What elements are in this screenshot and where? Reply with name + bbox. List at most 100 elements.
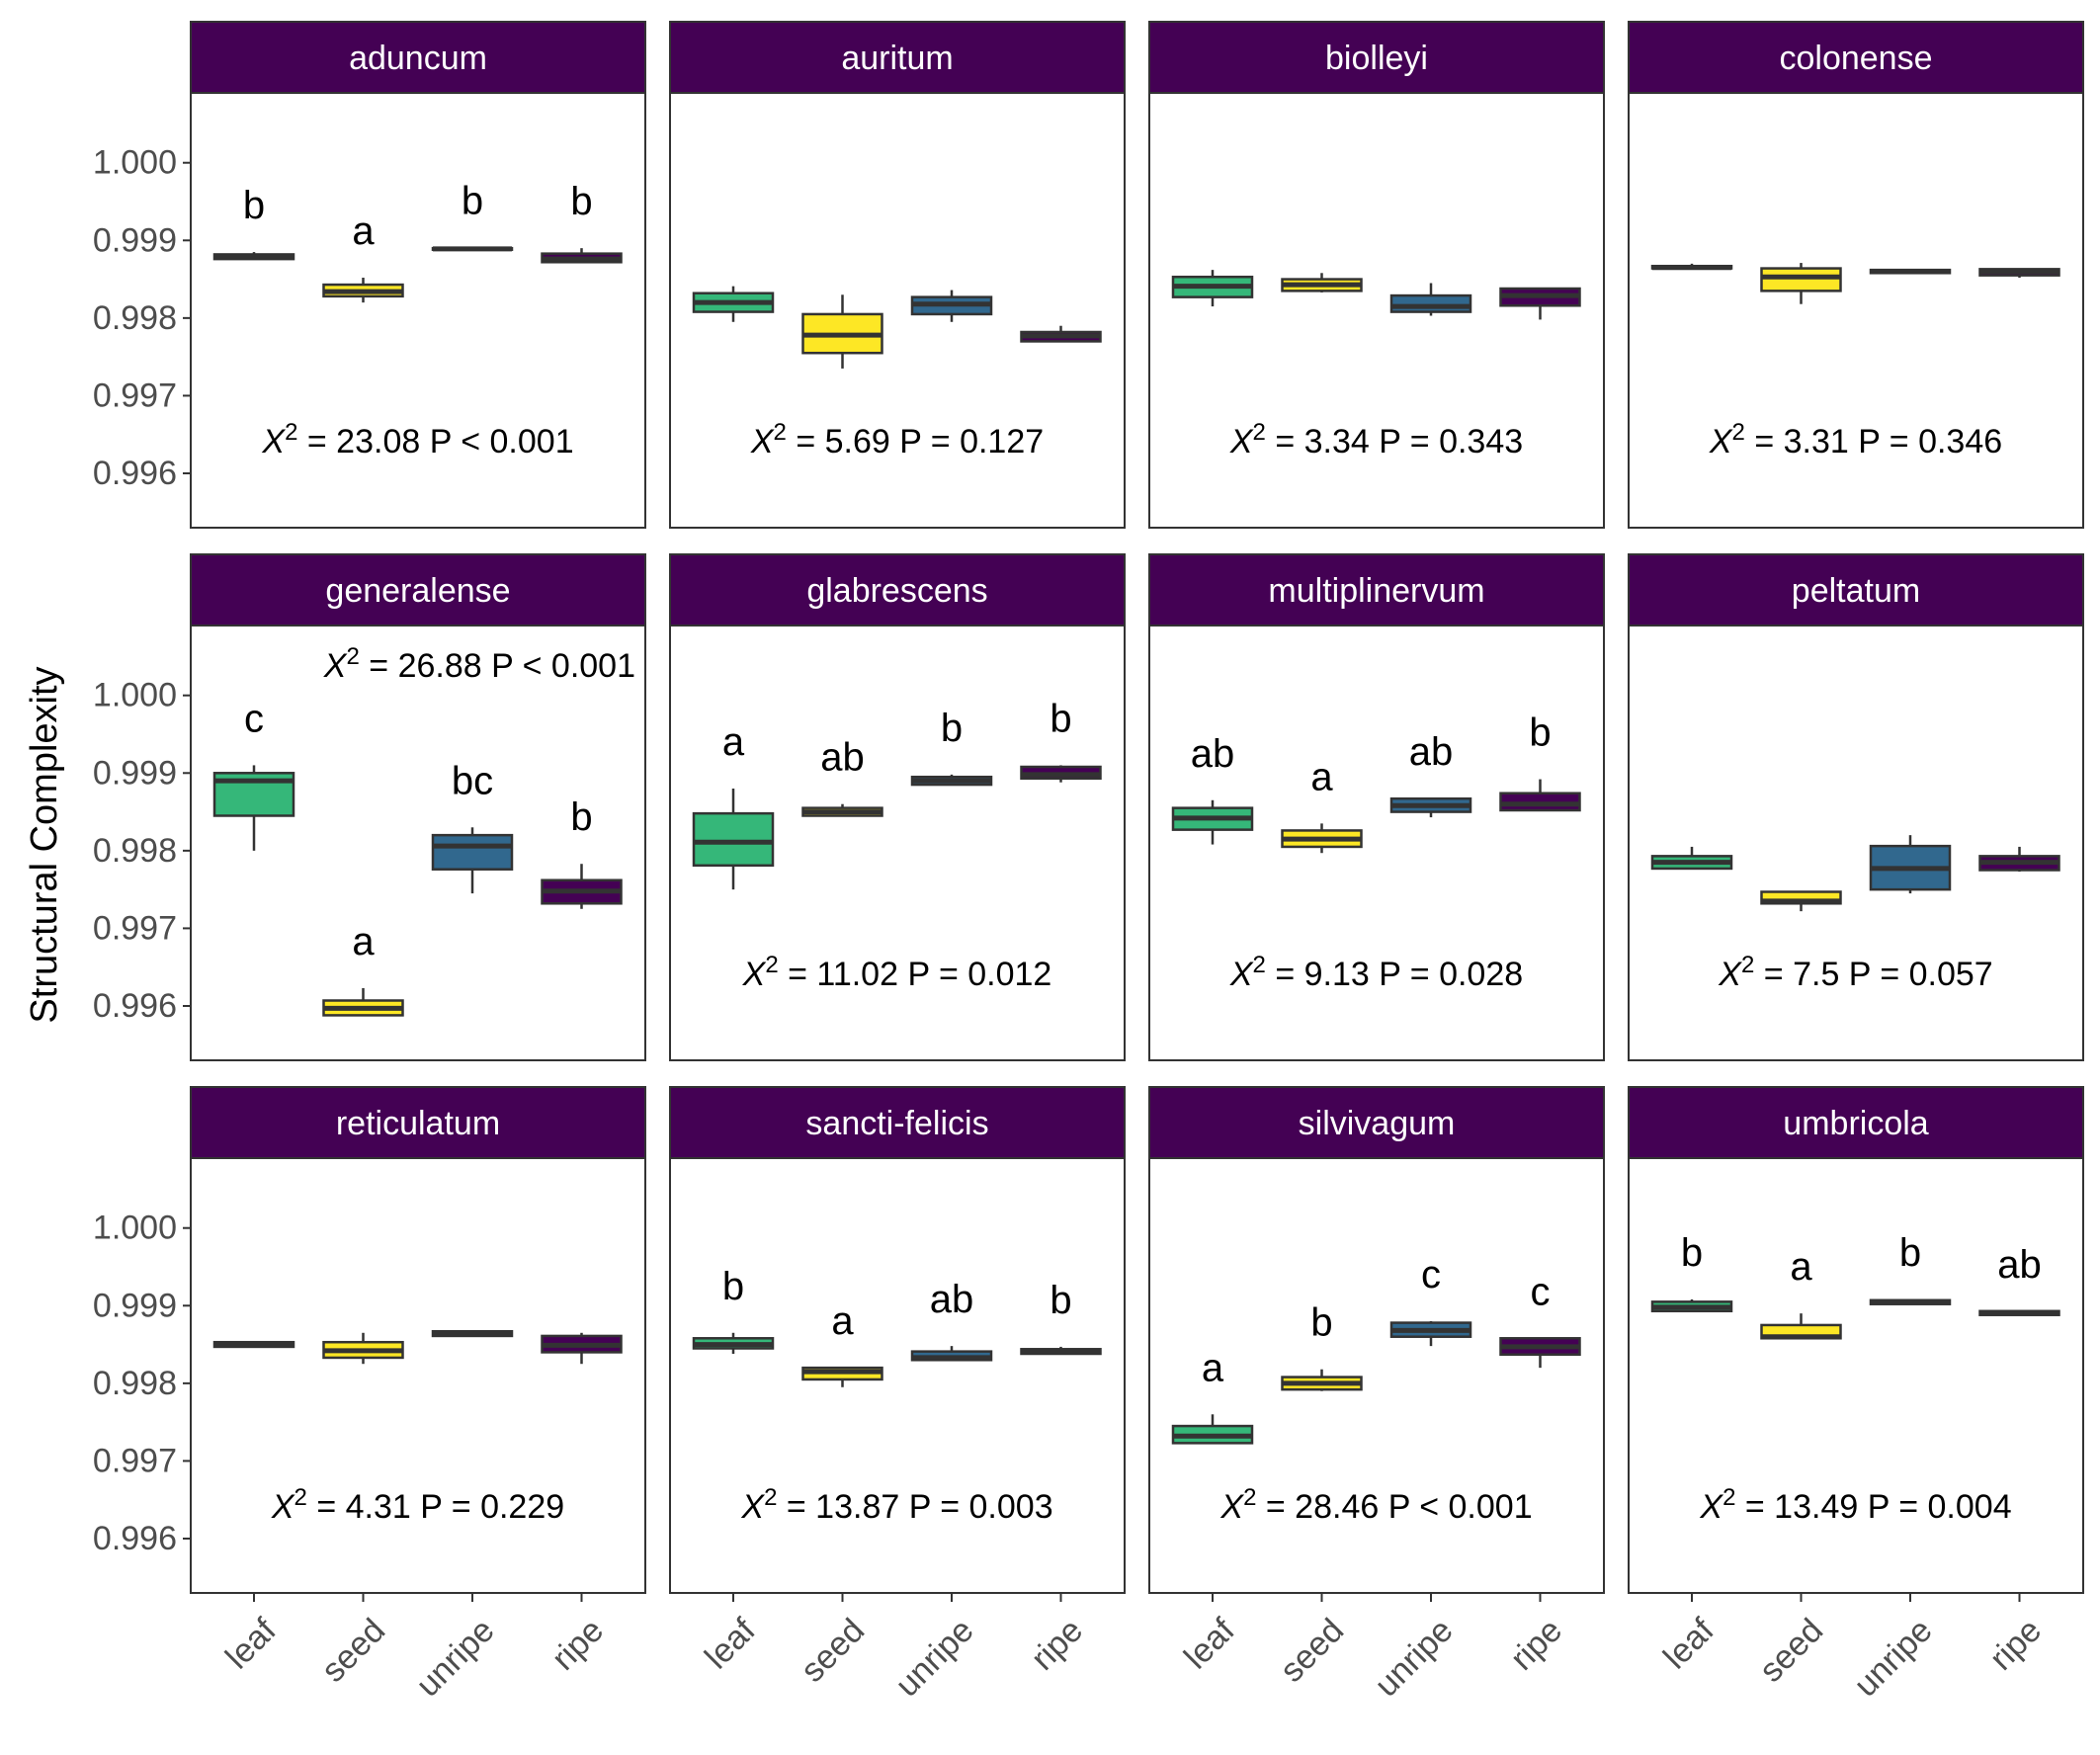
y-tick-label: 1.000 bbox=[93, 1210, 177, 1247]
significance-letter: b bbox=[1050, 697, 1071, 740]
x-tick-label: leaf bbox=[1177, 1611, 1242, 1676]
significance-letter: a bbox=[352, 209, 375, 253]
x-tick-label: seed bbox=[314, 1612, 392, 1690]
significance-letter: ab bbox=[930, 1278, 974, 1321]
panel-auritum: auritum X2 = 5.69 P = 0.127 bbox=[669, 21, 1126, 529]
test-statistic-label: X2 = 5.69 P = 0.127 bbox=[750, 419, 1044, 461]
facet-strip bbox=[1148, 21, 1605, 94]
x-tick-label: unripe bbox=[409, 1612, 502, 1705]
y-tick-label: 0.999 bbox=[93, 754, 177, 792]
y-tick-label: 0.999 bbox=[93, 1287, 177, 1324]
facet-strip-label: multiplinervum bbox=[1268, 572, 1484, 610]
plot-panel bbox=[190, 92, 646, 529]
significance-letter: b bbox=[1899, 1231, 1921, 1275]
significance-letter: a bbox=[1790, 1245, 1812, 1289]
panel-aduncum: aduncum 1.000 0.999 0.998 0.997 0.996 b a b b X2 =… bbox=[93, 21, 646, 529]
y-tick-label: 0.998 bbox=[93, 1365, 177, 1402]
facet-strip bbox=[669, 553, 1126, 627]
facet-strip-label: auritum bbox=[841, 40, 953, 77]
significance-letter: ab bbox=[1409, 730, 1454, 774]
plot-panel bbox=[190, 1157, 646, 1594]
facet-strip-label: reticulatum bbox=[336, 1105, 500, 1142]
test-statistic-label: X2 = 26.88 P < 0.001 bbox=[323, 643, 635, 686]
x-tick-label: unripe bbox=[1847, 1612, 1940, 1705]
panel-glabrescens: glabrescens a ab b b X2 = 11.02 P = 0.012 bbox=[669, 553, 1126, 1061]
facet-strip bbox=[1148, 553, 1605, 627]
significance-letter: a bbox=[352, 920, 375, 963]
x-tick-label: unripe bbox=[1368, 1612, 1461, 1705]
panel-umbricola: umbricola b leaf a seed b unripe ab ripe X2 = 13.… bbox=[1628, 1086, 2084, 1705]
test-statistic-label: X2 = 11.02 P = 0.012 bbox=[742, 952, 1052, 994]
plot-panel bbox=[1148, 1157, 1605, 1594]
panel-silvivagum: silvivagum a leaf b seed c unripe c ripe X2 = 28.… bbox=[1148, 1086, 1605, 1705]
facet-strip bbox=[669, 1086, 1126, 1159]
facet-strip bbox=[190, 1086, 646, 1159]
test-statistic-label: X2 = 13.87 P = 0.003 bbox=[740, 1484, 1052, 1527]
y-tick-label: 1.000 bbox=[93, 144, 177, 182]
significance-letter: b bbox=[1050, 1279, 1071, 1322]
facet-strip-label: silvivagum bbox=[1299, 1105, 1456, 1142]
facet-strip-label: sancti-felicis bbox=[805, 1105, 988, 1142]
panel-multiplinervum: multiplinervum ab a ab b X2 = 9.13 P = 0.028 bbox=[1148, 553, 1605, 1061]
facet-strip-label: biolleyi bbox=[1325, 40, 1428, 77]
facet-strip bbox=[1628, 21, 2084, 94]
facet-strip-label: peltatum bbox=[1792, 572, 1920, 610]
test-statistic-label: X2 = 9.13 P = 0.028 bbox=[1229, 952, 1523, 994]
significance-letter: a bbox=[722, 720, 745, 764]
y-tick-label: 0.996 bbox=[93, 987, 177, 1025]
significance-letter: a bbox=[1202, 1346, 1224, 1389]
significance-letter: b bbox=[462, 179, 483, 222]
significance-letter: b bbox=[722, 1265, 744, 1308]
facet-strip-label: colonense bbox=[1779, 40, 1932, 77]
y-tick-label: 0.997 bbox=[93, 1442, 177, 1479]
significance-letter: b bbox=[1529, 711, 1551, 755]
y-axis-title: Structural Complexity bbox=[24, 666, 65, 1023]
facet-strip bbox=[190, 553, 646, 627]
test-statistic-label: X2 = 3.31 P = 0.346 bbox=[1709, 419, 2002, 461]
x-tick-label: seed bbox=[1752, 1612, 1830, 1690]
panel-biolleyi: biolleyi X2 = 3.34 P = 0.343 bbox=[1148, 21, 1605, 529]
box-unripe bbox=[431, 833, 514, 871]
y-tick-label: 0.999 bbox=[93, 221, 177, 259]
significance-letter: b bbox=[570, 180, 592, 223]
significance-letter: a bbox=[1310, 755, 1333, 798]
significance-letter: b bbox=[570, 795, 592, 839]
significance-letter: ab bbox=[1191, 732, 1235, 776]
facet-strip-label: aduncum bbox=[349, 40, 487, 77]
x-tick-label: ripe bbox=[1503, 1612, 1569, 1678]
significance-letter: c bbox=[244, 697, 264, 740]
plot-panel bbox=[1628, 1157, 2084, 1594]
x-tick-label: ripe bbox=[1982, 1612, 2049, 1678]
x-tick-label: leaf bbox=[218, 1611, 284, 1676]
plot-panel bbox=[669, 1157, 1126, 1594]
panel-sancti-felicis: sancti-felicis b leaf a seed ab unripe b ripe X2 … bbox=[669, 1086, 1126, 1704]
x-tick-label: seed bbox=[1273, 1612, 1351, 1690]
facet-strip-label: glabrescens bbox=[806, 572, 987, 610]
significance-letter: b bbox=[1681, 1231, 1703, 1275]
test-statistic-label: X2 = 23.08 P < 0.001 bbox=[261, 419, 573, 461]
test-statistic-label: X2 = 3.34 P = 0.343 bbox=[1229, 419, 1523, 461]
significance-letter: bc bbox=[452, 759, 493, 802]
significance-letter: c bbox=[1531, 1270, 1551, 1313]
y-tick-label: 1.000 bbox=[93, 677, 177, 714]
facet-strip bbox=[1148, 1086, 1605, 1159]
significance-letter: ab bbox=[1997, 1243, 2042, 1287]
panel-generalense: generalense 1.000 0.999 0.998 0.997 0.996 c a bc… bbox=[93, 553, 646, 1061]
y-tick-label: 0.998 bbox=[93, 832, 177, 870]
facet-strip bbox=[190, 21, 646, 94]
test-statistic-label: X2 = 7.5 P = 0.057 bbox=[1718, 952, 1992, 994]
panel-peltatum: peltatum X2 = 7.5 P = 0.057 bbox=[1628, 553, 2084, 1061]
panel-colonense: colonense X2 = 3.31 P = 0.346 bbox=[1628, 21, 2084, 529]
facet-strip-label: generalense bbox=[325, 572, 510, 610]
x-tick-label: ripe bbox=[1024, 1612, 1090, 1678]
panel-reticulatum: reticulatum 1.000 0.999 0.998 0.997 0.996 leaf… bbox=[93, 1086, 646, 1705]
y-tick-label: 0.998 bbox=[93, 299, 177, 337]
plot-panel bbox=[1628, 92, 2084, 529]
significance-letter: a bbox=[831, 1299, 854, 1343]
y-tick-label: 0.996 bbox=[93, 1520, 177, 1557]
significance-letter: b bbox=[941, 707, 963, 750]
test-statistic-label: X2 = 4.31 P = 0.229 bbox=[271, 1484, 564, 1527]
box-unripe bbox=[1389, 293, 1472, 313]
